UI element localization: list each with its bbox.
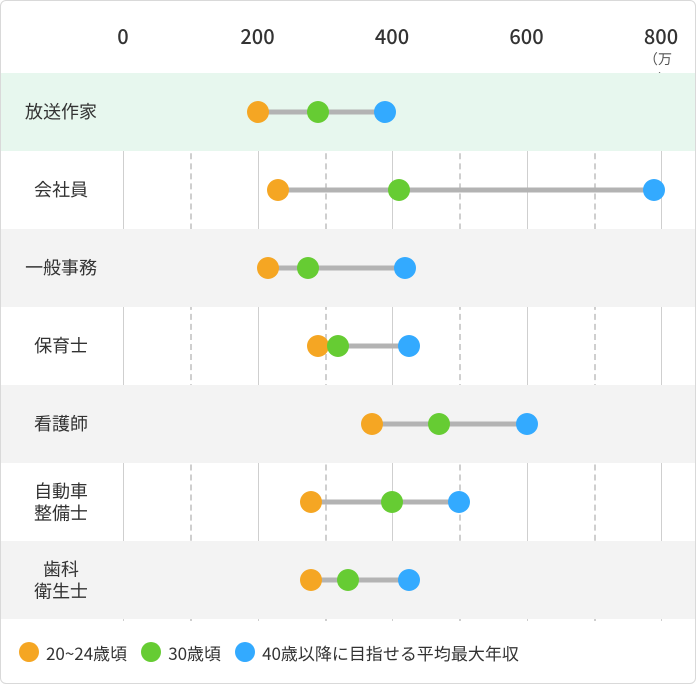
- data-dot-age40max: [398, 569, 420, 591]
- data-dot-age40max: [448, 491, 470, 513]
- range-line: [278, 188, 655, 193]
- data-dot-age40max: [394, 257, 416, 279]
- legend-label: 20~24歳頃: [46, 640, 127, 665]
- data-dot-age30: [337, 569, 359, 591]
- plot-area: 放送作家会社員一般事務保育士看護師自動車 整備士歯科 衛生士: [1, 73, 695, 621]
- data-dot-age20_24: [267, 179, 289, 201]
- data-dot-age40max: [643, 179, 665, 201]
- axis-tick-label: 400: [375, 21, 409, 50]
- row-label: 一般事務: [1, 257, 121, 279]
- legend: 20~24歳頃 30歳頃 40歳以降に目指せる平均最大年収: [1, 621, 695, 683]
- chart-row: 放送作家: [1, 73, 695, 151]
- data-dot-age40max: [374, 101, 396, 123]
- row-label: 放送作家: [1, 101, 121, 123]
- row-label: 看護師: [1, 413, 121, 435]
- row-label: 保育士: [1, 335, 121, 357]
- range-line: [311, 578, 409, 583]
- data-dot-age20_24: [300, 491, 322, 513]
- chart-row: 一般事務: [1, 229, 695, 307]
- data-dot-age30: [428, 413, 450, 435]
- chart-row: 看護師: [1, 385, 695, 463]
- x-axis: 0200400600800（万円）: [1, 1, 695, 79]
- data-dot-age20_24: [307, 335, 329, 357]
- row-label: 会社員: [1, 179, 121, 201]
- axis-tick-label: 800: [644, 21, 678, 50]
- data-dot-age30: [327, 335, 349, 357]
- chart-row: 会社員: [1, 151, 695, 229]
- legend-item: 20~24歳頃: [19, 640, 127, 665]
- legend-item: 40歳以降に目指せる平均最大年収: [235, 640, 519, 665]
- data-dot-age30: [381, 491, 403, 513]
- data-dot-age20_24: [361, 413, 383, 435]
- row-label: 自動車 整備士: [1, 480, 121, 523]
- legend-item: 30歳頃: [141, 640, 221, 665]
- legend-label: 40歳以降に目指せる平均最大年収: [262, 640, 519, 665]
- legend-label: 30歳頃: [168, 640, 221, 665]
- axis-tick-label: 0: [117, 21, 128, 50]
- chart-row: 保育士: [1, 307, 695, 385]
- data-dot-age30: [388, 179, 410, 201]
- data-dot-age40max: [398, 335, 420, 357]
- row-label: 歯科 衛生士: [1, 558, 121, 601]
- chart-row: 自動車 整備士: [1, 463, 695, 541]
- legend-dot-icon: [235, 642, 255, 662]
- data-dot-age30: [307, 101, 329, 123]
- data-dot-age30: [297, 257, 319, 279]
- data-dot-age20_24: [300, 569, 322, 591]
- range-line: [268, 266, 406, 271]
- data-dot-age20_24: [257, 257, 279, 279]
- axis-tick-label: 600: [509, 21, 543, 50]
- axis-tick-label: 200: [240, 21, 274, 50]
- salary-range-chart: 0200400600800（万円） 放送作家会社員一般事務保育士看護師自動車 整…: [0, 0, 696, 684]
- legend-dot-icon: [19, 642, 39, 662]
- data-dot-age20_24: [247, 101, 269, 123]
- data-dot-age40max: [516, 413, 538, 435]
- legend-dot-icon: [141, 642, 161, 662]
- chart-row: 歯科 衛生士: [1, 541, 695, 619]
